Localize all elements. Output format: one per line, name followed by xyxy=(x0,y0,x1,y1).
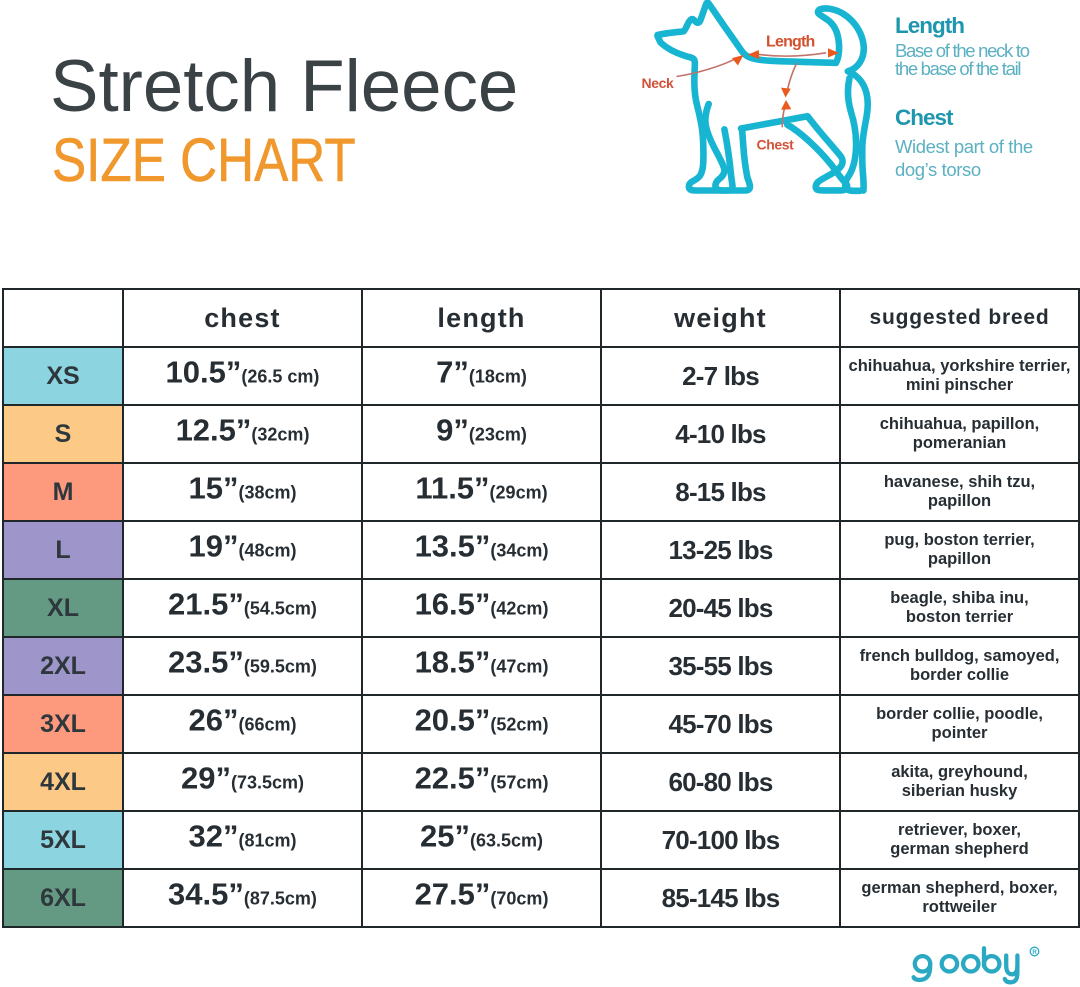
svg-text:Chest: Chest xyxy=(757,137,795,153)
svg-text:Length: Length xyxy=(766,34,815,51)
svg-text:Neck: Neck xyxy=(642,75,674,91)
svg-text:R: R xyxy=(1032,950,1037,956)
